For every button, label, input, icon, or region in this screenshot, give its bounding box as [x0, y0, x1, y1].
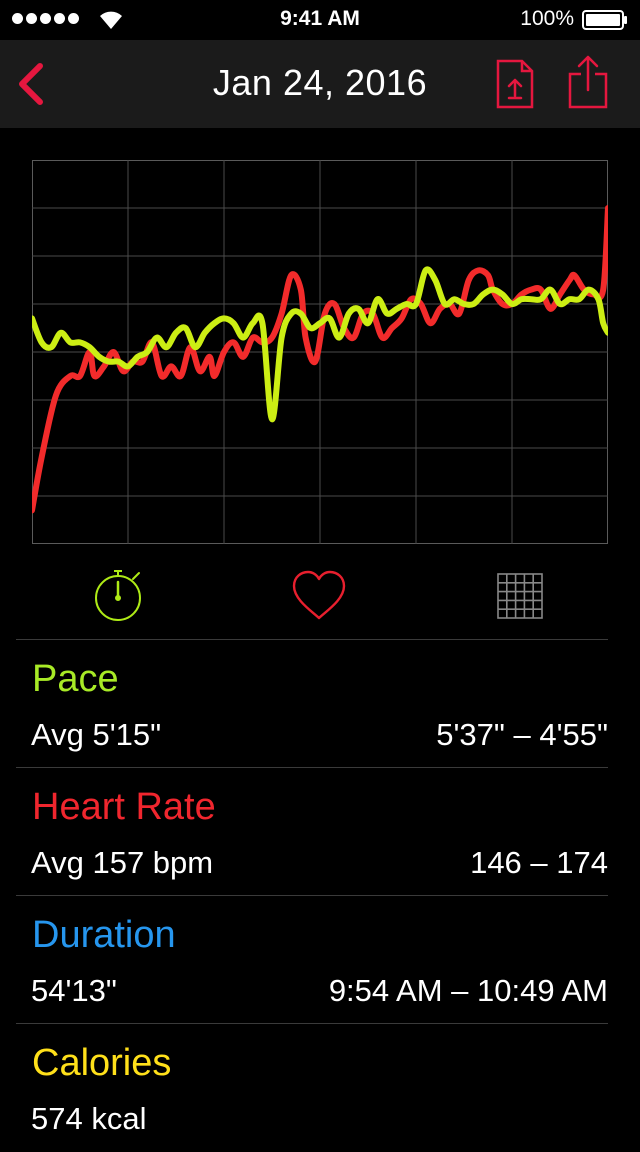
stopwatch-icon	[95, 570, 141, 621]
page-title: Jan 24, 2016	[212, 62, 428, 103]
calories-title: Calories	[32, 1042, 172, 1084]
battery-percentage: 100%	[520, 7, 574, 30]
calories-section: Calories 574 kcal	[16, 1023, 608, 1152]
export-file-icon	[496, 59, 534, 109]
pace-heart-rate-chart	[32, 160, 608, 544]
chevron-left-icon	[19, 63, 43, 105]
heart-rate-range: 146 – 174	[470, 845, 608, 880]
pace-mode-button[interactable]	[88, 566, 148, 626]
chart-mode-selector	[0, 566, 640, 628]
heart-rate-section: Heart Rate Avg 157 bpm 146 – 174	[16, 767, 608, 896]
share-button[interactable]	[566, 54, 610, 110]
pace-range: 5'37" – 4'55"	[436, 717, 608, 752]
duration-section: Duration 54'13" 9:54 AM – 10:49 AM	[16, 895, 608, 1024]
export-button[interactable]	[494, 58, 536, 110]
heart-rate-average: Avg 157 bpm	[31, 845, 214, 880]
calories-value: 574 kcal	[31, 1101, 147, 1136]
splits-grid-mode-button[interactable]	[490, 566, 550, 626]
grid-icon	[497, 573, 543, 619]
pace-series-line	[32, 266, 608, 423]
pace-title: Pace	[32, 658, 119, 700]
status-bar: 9:41 AM 100%	[0, 0, 640, 40]
heart-rate-title: Heart Rate	[32, 786, 216, 828]
wifi-icon	[100, 11, 122, 29]
duration-value: 54'13"	[31, 973, 117, 1008]
share-icon	[568, 55, 608, 109]
heart-rate-mode-button[interactable]	[289, 566, 349, 626]
status-time: 9:41 AM	[280, 7, 360, 30]
navigation-bar: Jan 24, 2016	[0, 40, 640, 128]
heart-icon	[292, 570, 346, 620]
duration-title: Duration	[32, 914, 176, 956]
battery-icon	[582, 10, 627, 30]
back-button[interactable]	[12, 60, 52, 108]
signal-dots-icon	[12, 13, 79, 24]
pace-average: Avg 5'15"	[31, 717, 162, 752]
duration-time-range: 9:54 AM – 10:49 AM	[328, 973, 608, 1008]
pace-section: Pace Avg 5'15" 5'37" – 4'55"	[16, 639, 608, 768]
